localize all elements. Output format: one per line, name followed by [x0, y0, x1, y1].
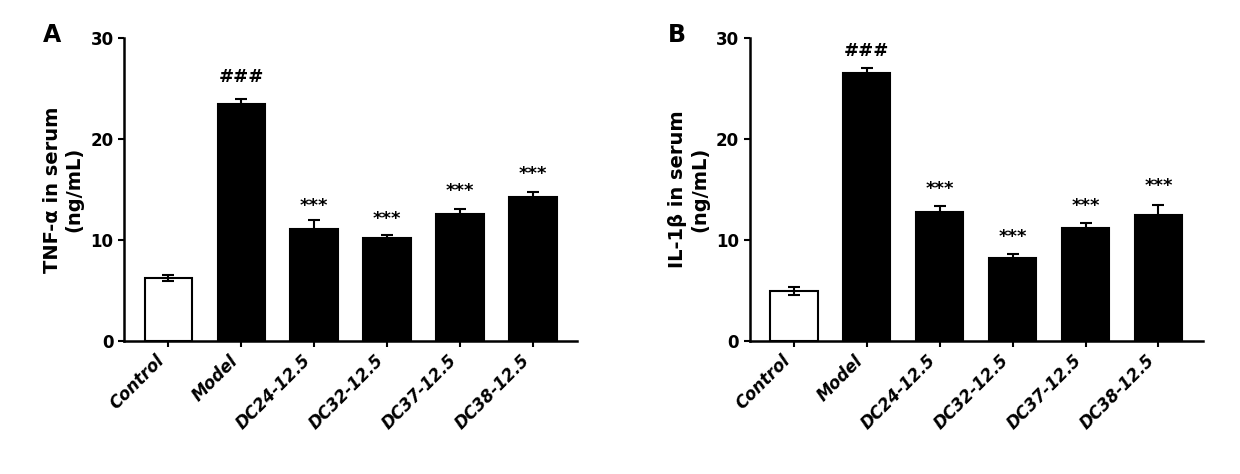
Bar: [290, 229, 337, 341]
Bar: [1061, 228, 1110, 341]
Bar: [843, 73, 890, 341]
Text: ***: ***: [373, 210, 402, 228]
Text: ***: ***: [925, 180, 954, 198]
Bar: [436, 214, 484, 341]
Text: ***: ***: [446, 182, 474, 200]
Text: ###: ###: [844, 42, 889, 60]
Bar: [145, 278, 192, 341]
Text: B: B: [668, 23, 686, 47]
Text: ***: ***: [300, 197, 329, 215]
Bar: [990, 258, 1037, 341]
Text: ###: ###: [218, 68, 264, 86]
Bar: [363, 238, 410, 341]
Text: ***: ***: [998, 228, 1027, 246]
Text: ***: ***: [1071, 197, 1100, 215]
Text: ***: ***: [1145, 177, 1173, 195]
Bar: [217, 104, 265, 341]
Bar: [1135, 215, 1182, 341]
Y-axis label: IL-1β in serum
(ng/mL): IL-1β in serum (ng/mL): [668, 111, 709, 268]
Text: A: A: [42, 23, 61, 47]
Bar: [916, 212, 963, 341]
Y-axis label: TNF-α in serum
(ng/mL): TNF-α in serum (ng/mL): [42, 106, 83, 273]
Bar: [510, 197, 557, 341]
Text: ***: ***: [518, 164, 547, 182]
Bar: [770, 291, 817, 341]
